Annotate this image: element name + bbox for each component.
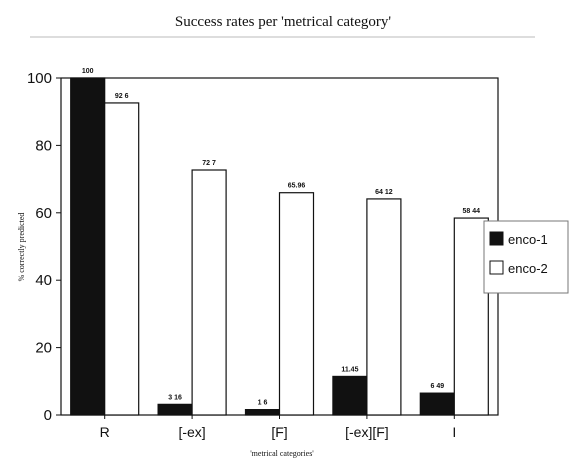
data-label: 72 7 <box>202 160 216 167</box>
x-tick-label: [-ex][F] <box>345 424 389 440</box>
data-label: 58 44 <box>463 208 481 215</box>
legend-swatch-enco-1 <box>489 231 504 246</box>
bar-enco-1-0 <box>70 77 106 416</box>
y-tick-label: 20 <box>35 340 52 357</box>
x-axis-label: 'metrical categories' <box>250 449 314 458</box>
data-label: 6 49 <box>430 383 444 390</box>
data-label: 92 6 <box>115 93 129 100</box>
x-tick-label: [-ex] <box>178 424 205 440</box>
bars: 100 92 6 3 16 72 7 1 6 65.96 11.45 64 12 6 49 58 … <box>70 68 489 416</box>
data-label: 1 6 <box>258 400 268 407</box>
data-label: 3 16 <box>168 394 182 401</box>
legend-label-enco-2: enco-2 <box>508 261 548 276</box>
data-label: 65.96 <box>288 183 306 190</box>
y-tick-label: 0 <box>44 407 52 424</box>
y-tick-label: 100 <box>27 70 52 87</box>
x-tick-label: R <box>100 424 110 440</box>
x-tick-label: [F] <box>271 424 287 440</box>
x-ticks: R [-ex] [F] [-ex][F] I <box>100 415 456 440</box>
bar-enco-2-0 <box>104 102 140 416</box>
y-ticks: 0 20 40 60 80 100 <box>27 70 61 424</box>
y-axis-label: % correctly predicted <box>17 213 26 282</box>
y-tick-label: 40 <box>35 272 52 289</box>
legend-label-enco-1: enco-1 <box>508 232 548 247</box>
bar-enco-1-4 <box>419 392 455 416</box>
bar-enco-2-1 <box>191 169 227 416</box>
y-tick-label: 60 <box>35 205 52 222</box>
bar-enco-2-2 <box>278 192 315 416</box>
x-tick-label: I <box>452 424 456 440</box>
data-label: 100 <box>82 68 94 75</box>
legend: enco-1 enco-2 <box>483 220 569 294</box>
bar-enco-1-1 <box>157 403 193 416</box>
bar-enco-1-2 <box>244 409 281 416</box>
chart-title: Success rates per 'metrical category' <box>175 14 391 30</box>
data-label: 64 12 <box>375 189 393 196</box>
bar-enco-1-3 <box>332 375 368 416</box>
bar-enco-2-3 <box>366 198 402 416</box>
bar-enco-2-4 <box>453 217 489 416</box>
legend-swatch-enco-2 <box>489 260 504 275</box>
data-label: 11.45 <box>341 366 358 373</box>
y-tick-label: 80 <box>35 137 52 154</box>
